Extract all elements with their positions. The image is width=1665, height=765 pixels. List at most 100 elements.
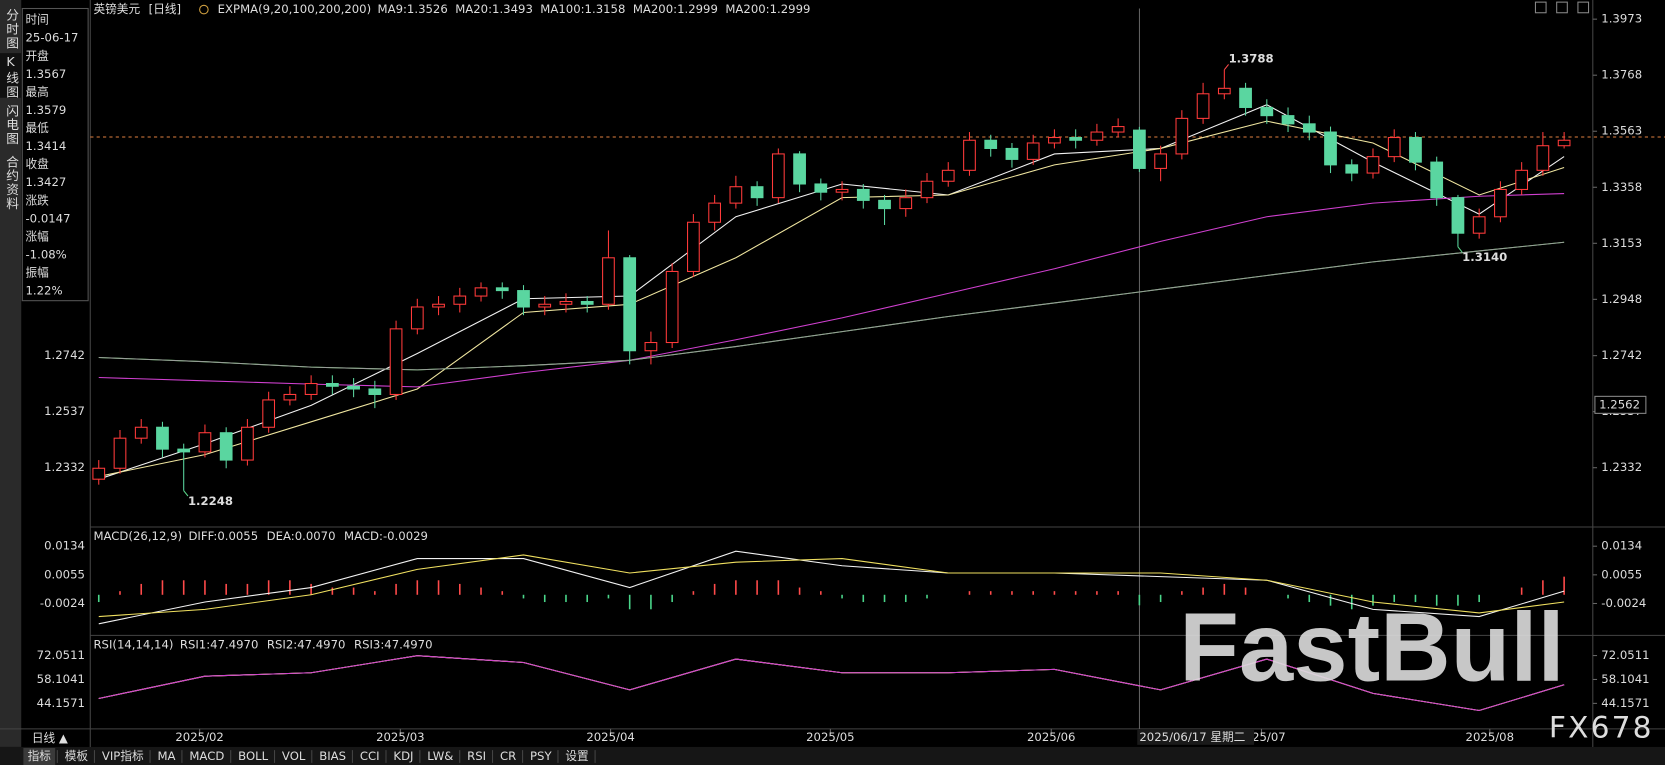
toolbar-tab[interactable]: KDJ bbox=[393, 749, 413, 763]
toolbar-tab-bg[interactable] bbox=[233, 748, 273, 765]
toolbar-tab[interactable]: PSY bbox=[530, 749, 552, 763]
info-value: 1.3427 bbox=[25, 175, 66, 189]
indicator-line bbox=[98, 241, 1565, 371]
toolbar-tab-bg[interactable] bbox=[495, 748, 521, 765]
toolbar-tab[interactable]: LW& bbox=[427, 749, 453, 763]
candle-body bbox=[1239, 87, 1252, 108]
indicator-name: EXPMA(9,20,100,200,200) bbox=[218, 2, 371, 16]
marker-label: 1.2562 bbox=[1599, 397, 1640, 411]
toolbar-tab-bg[interactable] bbox=[389, 748, 418, 765]
candle-body bbox=[1090, 131, 1104, 141]
toolbar-tab-bg[interactable] bbox=[277, 748, 310, 765]
candle-body bbox=[1111, 126, 1125, 133]
crosshair-label: 2025/06/17 星期二 bbox=[1139, 730, 1245, 744]
toolbar-tab[interactable]: BOLL bbox=[238, 749, 268, 763]
toolbar-tab-bg[interactable] bbox=[423, 748, 458, 765]
toolbar-tab-bg[interactable] bbox=[561, 748, 593, 765]
candle-body bbox=[1536, 145, 1550, 171]
indicator-line bbox=[98, 193, 1565, 388]
annotation-pointer bbox=[183, 490, 189, 497]
sidebar-tab[interactable]: 合约资料 bbox=[3, 155, 18, 210]
candle-body bbox=[1260, 106, 1274, 117]
toolbar-tab-bg[interactable] bbox=[153, 748, 180, 765]
toolbar-tab-bg[interactable] bbox=[355, 748, 384, 765]
icon[interactable] bbox=[1534, 1, 1547, 14]
toolbar-tab[interactable]: 指标 bbox=[28, 749, 52, 763]
y-tick-label-left: 58.1041 bbox=[37, 672, 85, 686]
window-icons bbox=[1534, 1, 1590, 14]
info-value: 1.3567 bbox=[25, 67, 66, 81]
legend-entry: MA200:1.2999 bbox=[725, 2, 810, 16]
candle-body bbox=[177, 448, 191, 453]
candle-body bbox=[517, 290, 530, 308]
legend-entry: MACD:-0.0029 bbox=[344, 529, 428, 543]
toolbar-tab[interactable]: 模板 bbox=[65, 749, 89, 763]
candle-body bbox=[1154, 153, 1167, 169]
toolbar-tab-bg[interactable] bbox=[525, 748, 556, 765]
candle-body bbox=[771, 153, 785, 199]
toolbar-tab[interactable]: RSI bbox=[467, 749, 486, 763]
toolbar-tab[interactable]: VIP指标 bbox=[102, 749, 144, 763]
info-value: 1.22% bbox=[25, 284, 62, 298]
candle-body bbox=[219, 432, 233, 461]
candle-body bbox=[1302, 123, 1316, 133]
candle-body bbox=[1366, 156, 1380, 174]
toolbar-tab-bg[interactable] bbox=[23, 748, 56, 765]
candle-body bbox=[283, 393, 297, 401]
toolbar-tab-bg[interactable] bbox=[185, 748, 229, 765]
toolbar-tab-bg[interactable] bbox=[60, 748, 93, 765]
toolbar-tab-bg[interactable] bbox=[314, 748, 351, 765]
y-tick-label: 1.3768 bbox=[1601, 68, 1642, 82]
icon[interactable] bbox=[1556, 1, 1568, 14]
info-label: 振幅 bbox=[25, 266, 49, 280]
candle-body bbox=[665, 270, 679, 344]
indicator-line bbox=[98, 554, 1565, 618]
sidebar-tab[interactable]: K线图 bbox=[3, 55, 18, 99]
watermark-brand: FastBull bbox=[1179, 592, 1564, 701]
toolbar-tab[interactable]: VOL bbox=[282, 749, 306, 763]
toolbar-tab[interactable]: 设置 bbox=[565, 749, 589, 763]
y-tick-label-left: 44.1571 bbox=[37, 696, 85, 710]
x-tick-label: 2025/06 bbox=[1027, 730, 1075, 744]
period-button[interactable]: 日线 ▲ bbox=[32, 731, 68, 745]
sidebar-tab[interactable]: 分时图 bbox=[3, 9, 18, 50]
toolbar-tab[interactable]: CR bbox=[500, 749, 516, 763]
candle-body bbox=[899, 197, 913, 210]
legend-entry: MA9:1.3526 bbox=[378, 2, 448, 16]
annotation: 1.3788 bbox=[1229, 52, 1274, 66]
legend-entry: DEA:0.0070 bbox=[267, 529, 336, 543]
toolbar-tab-bg[interactable] bbox=[462, 748, 491, 765]
annotation: 1.2248 bbox=[188, 494, 233, 508]
candle-body bbox=[410, 306, 424, 330]
toolbar-tab[interactable]: MACD bbox=[189, 749, 224, 763]
candle-body bbox=[1387, 136, 1401, 158]
crosshair-label-bg bbox=[1137, 729, 1255, 745]
y-tick-label: 1.2948 bbox=[1601, 292, 1642, 306]
legend-entry: MA20:1.3493 bbox=[455, 2, 533, 16]
legend-entry: RSI2:47.4970 bbox=[267, 637, 346, 651]
sidebar-tab-bg bbox=[0, 53, 22, 98]
y-tick-label-left: 1.2742 bbox=[44, 348, 85, 362]
y-tick-label: 44.1571 bbox=[1601, 696, 1649, 710]
toolbar-tab[interactable]: CCI bbox=[360, 749, 380, 763]
candle-body bbox=[474, 287, 488, 297]
candle-body bbox=[134, 426, 148, 439]
candle-body bbox=[1175, 117, 1189, 155]
settings-icon[interactable] bbox=[199, 4, 209, 15]
toolbar-tab[interactable]: BIAS bbox=[319, 749, 346, 763]
annotation: 1.3140 bbox=[1462, 250, 1507, 264]
candle-body bbox=[920, 180, 934, 199]
sidebar-tab[interactable]: 闪电图 bbox=[3, 104, 18, 145]
info-label: 涨幅 bbox=[25, 229, 49, 243]
y-tick-label-left: -0.0024 bbox=[40, 596, 85, 610]
toolbar-tab[interactable]: MA bbox=[157, 749, 175, 763]
x-tick-label: 2025/04 bbox=[586, 730, 634, 744]
x-tick-label: 2025/03 bbox=[376, 730, 424, 744]
candle-body bbox=[708, 202, 722, 223]
icon[interactable] bbox=[1577, 1, 1590, 14]
toolbar-tab-bg[interactable] bbox=[97, 748, 148, 765]
y-tick-label-left: 1.2537 bbox=[44, 404, 85, 418]
candle-body bbox=[729, 186, 743, 204]
y-tick-label: 0.0055 bbox=[1601, 567, 1642, 581]
